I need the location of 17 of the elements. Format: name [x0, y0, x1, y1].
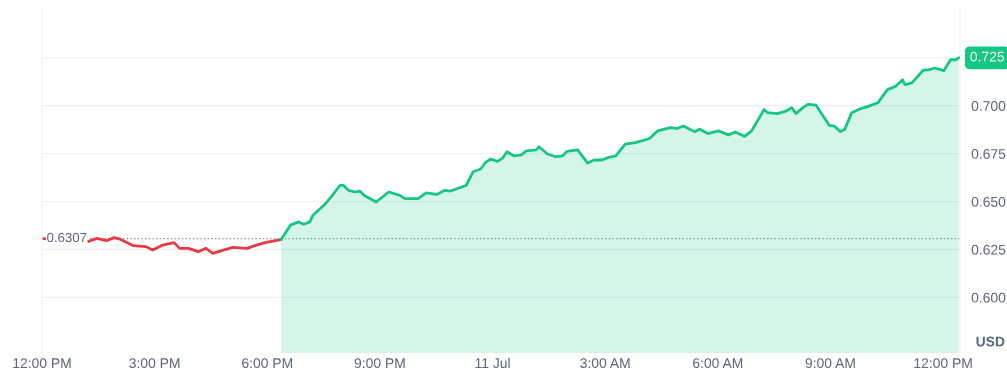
y-tick-label: 0.700 — [971, 101, 1006, 111]
x-tick-label: 9:00 AM — [805, 358, 855, 369]
x-tick-label: 9:00 PM — [354, 358, 405, 369]
x-tick-label: 6:00 PM — [242, 358, 292, 369]
x-tick-label: 12:00 PM — [914, 358, 972, 369]
y-tick-label: 0.650 — [971, 196, 1006, 207]
annotation: 0.725 — [970, 51, 1005, 62]
y-tick-label: 0.625 — [971, 244, 1006, 255]
x-tick-label: 3:00 PM — [129, 358, 180, 369]
x-tick-label: 11 Jul — [475, 357, 510, 369]
y-tick-label: 0.675 — [971, 149, 1006, 159]
x-tick-label: 12:00 PM — [13, 358, 71, 369]
x-tick-label: 6:00 AM — [693, 358, 743, 369]
x-tick-label: 3:00 AM — [580, 358, 630, 369]
ref-line-label: 0.6307 — [47, 232, 87, 243]
y-axis-title: USD — [976, 336, 1005, 347]
y-tick-label: 0.600 — [971, 292, 1006, 303]
